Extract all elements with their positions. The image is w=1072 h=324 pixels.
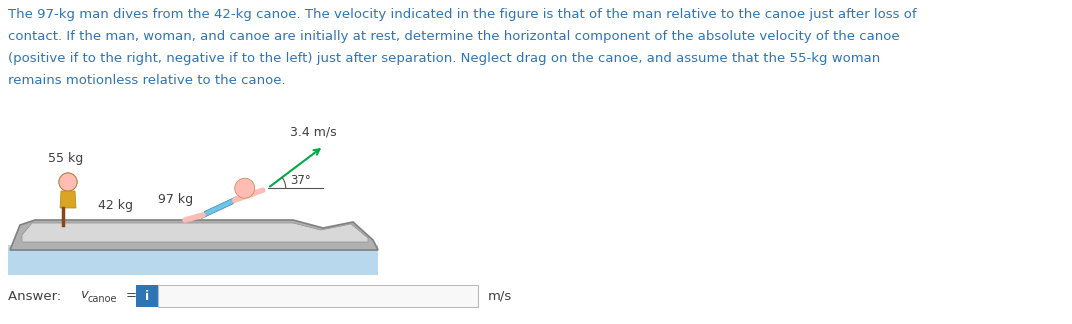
Text: i: i (145, 290, 149, 303)
Text: 37°: 37° (289, 174, 311, 187)
Text: =: = (126, 290, 137, 303)
Polygon shape (10, 220, 378, 250)
Text: 42 kg: 42 kg (98, 199, 133, 212)
FancyBboxPatch shape (158, 285, 478, 307)
Polygon shape (202, 197, 237, 219)
Text: contact. If the man, woman, and canoe are initially at rest, determine the horiz: contact. If the man, woman, and canoe ar… (8, 30, 899, 43)
Polygon shape (60, 191, 76, 208)
FancyBboxPatch shape (136, 285, 158, 307)
Circle shape (59, 172, 77, 191)
Text: m/s: m/s (488, 290, 512, 303)
Text: 3.4 m/s: 3.4 m/s (291, 125, 337, 138)
Bar (8, 245, 378, 275)
Text: canoe: canoe (88, 294, 118, 304)
Circle shape (60, 174, 76, 190)
Polygon shape (23, 223, 368, 242)
Text: 55 kg: 55 kg (48, 152, 84, 165)
Text: v: v (80, 288, 88, 302)
Circle shape (235, 178, 255, 198)
Text: remains motionless relative to the canoe.: remains motionless relative to the canoe… (8, 74, 285, 87)
Circle shape (59, 173, 77, 191)
Text: Answer:: Answer: (8, 290, 65, 303)
Text: 97 kg: 97 kg (158, 193, 193, 206)
Text: (positive if to the right, negative if to the left) just after separation. Negle: (positive if to the right, negative if t… (8, 52, 880, 65)
Text: The 97-kg man dives from the 42-kg canoe. The velocity indicated in the figure i: The 97-kg man dives from the 42-kg canoe… (8, 8, 917, 21)
